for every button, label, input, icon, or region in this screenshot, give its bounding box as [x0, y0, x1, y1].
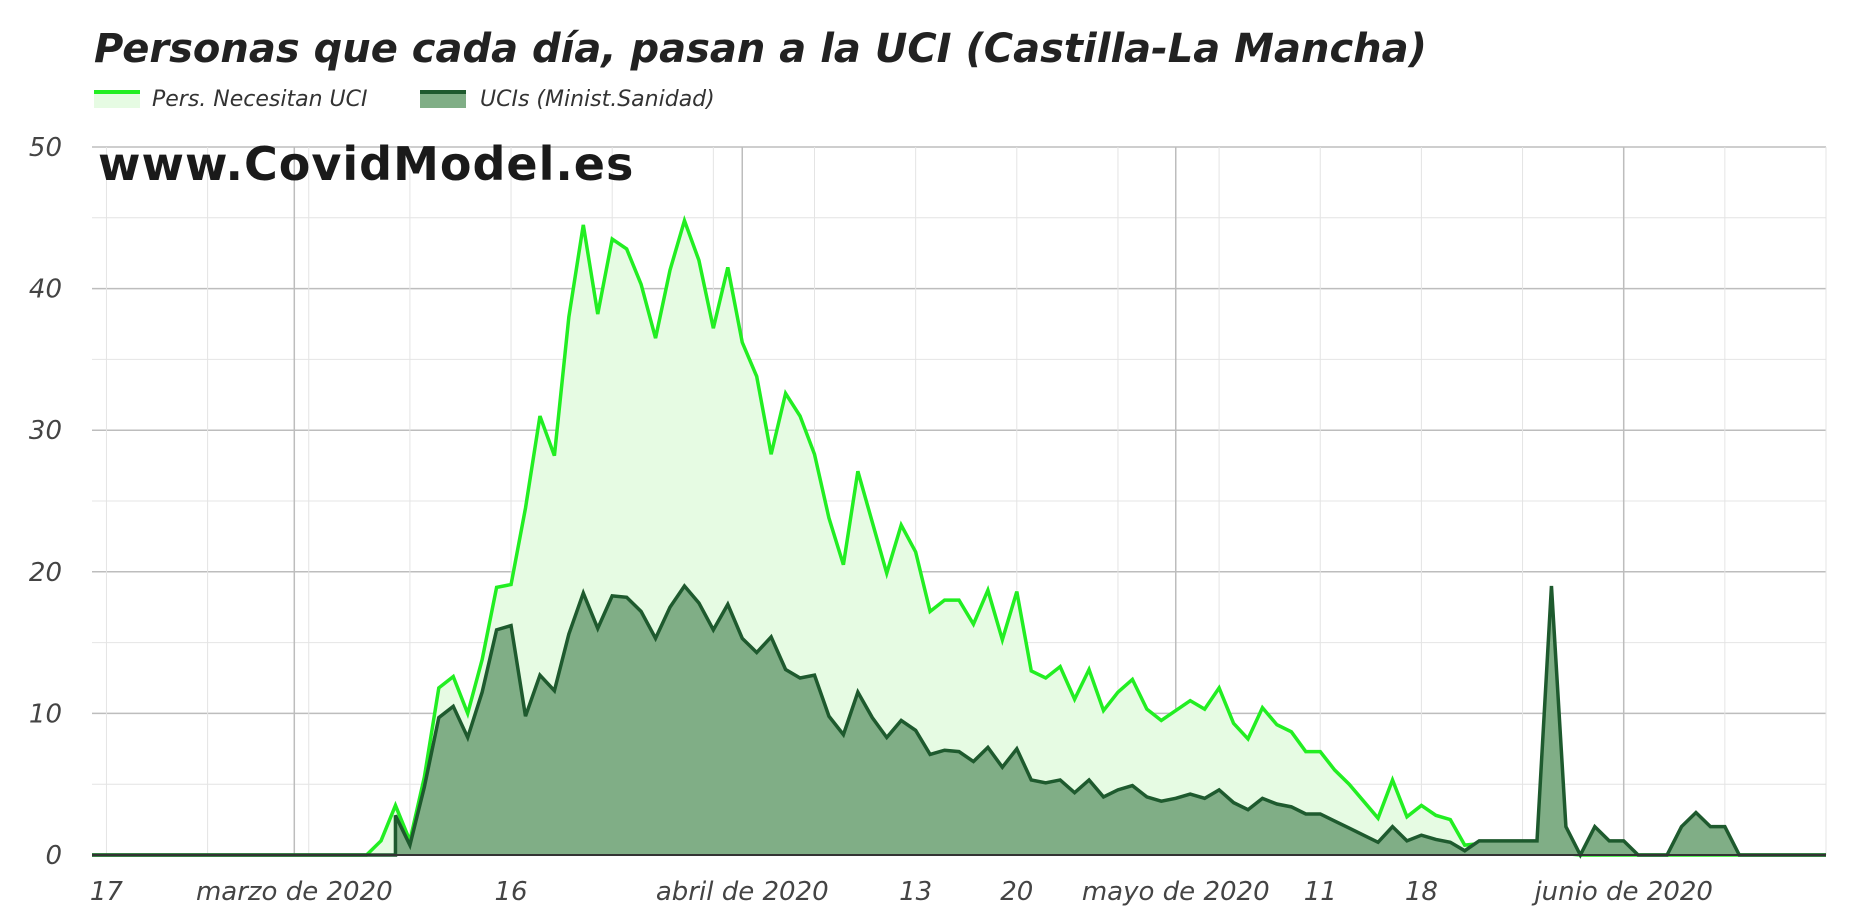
x-tick-label: marzo de 2020 — [196, 877, 393, 907]
y-tick-label: 50 — [29, 133, 62, 163]
x-tick-label: abril de 2020 — [656, 877, 829, 907]
x-tick-label: 17 — [90, 877, 124, 907]
x-tick-label: junio de 2020 — [1531, 877, 1713, 907]
legend-item-ucis-ministerio[interactable]: UCIs (Minist.Sanidad) — [420, 87, 715, 112]
y-tick-label: 0 — [45, 841, 62, 871]
series-area-1 — [92, 585, 1826, 855]
y-axis-ticks: 0 10 20 30 40 50 — [29, 133, 62, 871]
x-tick-label: 20 — [1000, 877, 1033, 907]
series-line-0[interactable] — [92, 215, 1826, 857]
series-area-0 — [92, 220, 1826, 855]
x-tick-label: 11 — [1304, 877, 1337, 907]
y-tick-label: 20 — [29, 558, 62, 588]
legend-swatch-necesitan-uci — [94, 92, 140, 108]
plot-areas — [92, 215, 1826, 859]
y-tick-label: 30 — [29, 416, 62, 446]
x-tick-label: 13 — [899, 877, 932, 907]
y-tick-label: 40 — [29, 275, 62, 305]
x-axis-ticks: 17 marzo de 2020 16 abril de 2020 13 20 mayo d… — [90, 877, 1713, 907]
legend-swatch-ucis-ministerio — [420, 92, 466, 108]
x-tick-label: 18 — [1405, 877, 1438, 907]
series-line-1[interactable] — [92, 583, 1826, 859]
x-tick-label: mayo de 2020 — [1082, 877, 1270, 907]
legend-label-necesitan-uci: Pers. Necesitan UCI — [152, 87, 368, 112]
legend: Pers. Necesitan UCI UCIs (Minist.Sanidad… — [94, 87, 715, 112]
legend-item-necesitan-uci[interactable]: Pers. Necesitan UCI — [94, 87, 368, 112]
watermark: www.CovidModel.es — [98, 137, 634, 191]
chart-title: Personas que cada día, pasan a la UCI (C… — [94, 26, 1427, 72]
legend-label-ucis-ministerio: UCIs (Minist.Sanidad) — [480, 87, 715, 112]
x-tick-label: 16 — [495, 877, 528, 907]
y-tick-label: 10 — [29, 699, 62, 729]
